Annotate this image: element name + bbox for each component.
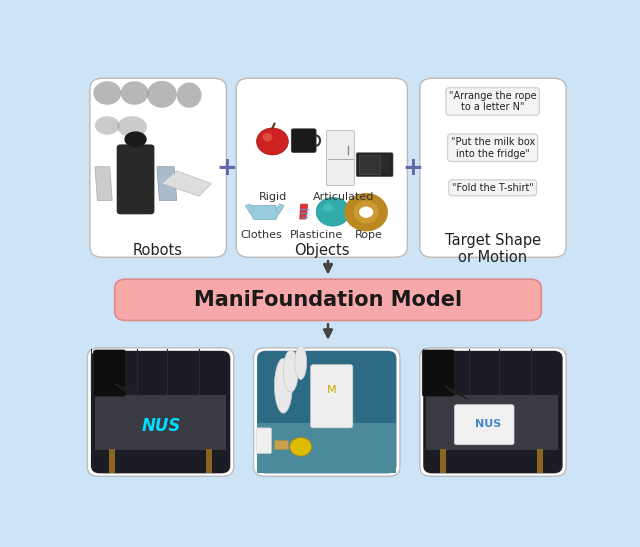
Polygon shape (276, 204, 284, 214)
Text: M: M (327, 385, 337, 395)
FancyBboxPatch shape (236, 78, 407, 257)
FancyBboxPatch shape (88, 348, 234, 476)
Text: Target Shape
or Motion: Target Shape or Motion (445, 233, 541, 265)
FancyBboxPatch shape (93, 350, 125, 396)
Text: +: + (403, 155, 424, 179)
Text: Robots: Robots (133, 243, 183, 258)
FancyBboxPatch shape (356, 153, 393, 177)
FancyBboxPatch shape (90, 78, 227, 257)
Text: NUS: NUS (141, 417, 180, 435)
Text: Objects: Objects (294, 243, 350, 258)
Circle shape (257, 128, 288, 155)
FancyBboxPatch shape (420, 78, 566, 257)
Text: Rope: Rope (355, 230, 383, 240)
FancyBboxPatch shape (91, 351, 230, 473)
Text: Articulated: Articulated (313, 192, 374, 202)
Bar (109, 449, 115, 473)
Polygon shape (245, 204, 253, 214)
Text: "Put the milk box
into the fridge": "Put the milk box into the fridge" (451, 137, 535, 159)
Text: "Arrange the rope
to a letter N": "Arrange the rope to a letter N" (449, 91, 536, 112)
Ellipse shape (295, 346, 307, 380)
Bar (381, 155, 390, 174)
Polygon shape (157, 167, 177, 200)
Polygon shape (95, 167, 112, 200)
Polygon shape (445, 386, 469, 400)
Ellipse shape (177, 83, 202, 108)
Polygon shape (249, 206, 278, 219)
Ellipse shape (284, 350, 298, 392)
Circle shape (290, 438, 312, 456)
Ellipse shape (95, 116, 120, 135)
FancyBboxPatch shape (257, 351, 396, 473)
Circle shape (316, 197, 350, 226)
Polygon shape (300, 204, 308, 219)
FancyBboxPatch shape (422, 350, 454, 396)
Bar (426, 395, 557, 450)
Polygon shape (162, 171, 211, 196)
Bar (275, 440, 289, 449)
FancyBboxPatch shape (326, 131, 355, 185)
FancyBboxPatch shape (253, 348, 400, 476)
Text: Plasticine: Plasticine (289, 230, 343, 240)
Circle shape (262, 133, 273, 142)
Bar (207, 449, 212, 473)
FancyBboxPatch shape (420, 348, 566, 476)
Ellipse shape (124, 131, 147, 147)
Bar (359, 155, 380, 174)
Text: "Fold the T-shirt": "Fold the T-shirt" (452, 183, 534, 193)
FancyBboxPatch shape (454, 405, 514, 445)
Bar (440, 449, 445, 473)
FancyBboxPatch shape (256, 428, 271, 453)
Ellipse shape (275, 358, 292, 413)
Ellipse shape (117, 116, 147, 137)
Text: +: + (216, 155, 237, 179)
Ellipse shape (93, 81, 121, 105)
Ellipse shape (121, 81, 148, 105)
Text: Clothes: Clothes (241, 230, 282, 240)
Bar (257, 423, 396, 473)
Bar (538, 449, 543, 473)
Bar (95, 395, 227, 450)
Text: Rigid: Rigid (259, 192, 287, 202)
FancyBboxPatch shape (116, 144, 154, 214)
Polygon shape (115, 383, 137, 396)
FancyBboxPatch shape (423, 351, 563, 473)
FancyBboxPatch shape (291, 129, 316, 153)
Ellipse shape (147, 81, 177, 108)
Circle shape (323, 203, 333, 212)
Text: ManiFoundation Model: ManiFoundation Model (194, 290, 462, 310)
Text: NUS: NUS (475, 420, 501, 429)
FancyBboxPatch shape (115, 279, 541, 321)
FancyBboxPatch shape (310, 365, 353, 428)
